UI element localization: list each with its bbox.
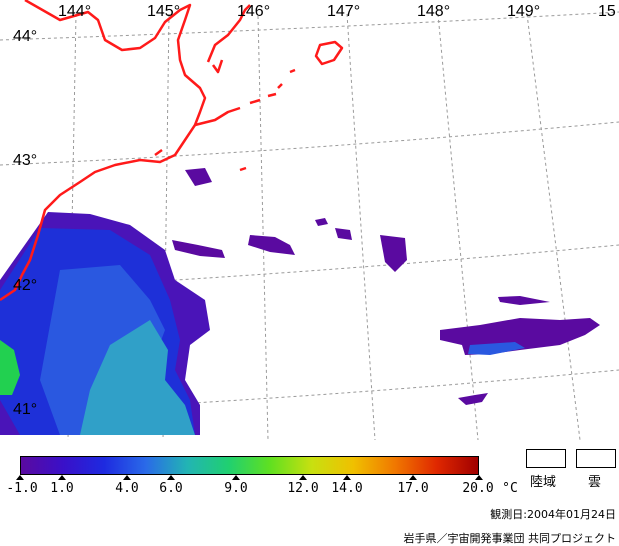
colorbar-tick-label: 20.0	[462, 481, 494, 496]
lon-label-148: 148°	[417, 3, 451, 20]
colorbar-tick-mark	[58, 475, 66, 480]
sst-data	[0, 168, 600, 435]
kunashiri-coast	[206, 4, 251, 74]
colorbar-tick-mark	[167, 475, 175, 480]
lat-label-44: 44°	[13, 28, 38, 45]
lon-label-149: 149°	[507, 3, 541, 20]
sst-patch-n2	[172, 240, 225, 258]
sst-patch-east-small	[498, 296, 550, 305]
colorbar-tick-mark	[475, 475, 483, 480]
colorbar-tick-mark	[299, 475, 307, 480]
sst-patch-n5	[335, 228, 352, 240]
lon-label-146: 146°	[237, 3, 271, 20]
nemuro-coast	[194, 106, 241, 127]
meridian-148	[437, 13, 479, 440]
colorbar-tick-label: 12.0	[287, 481, 319, 496]
colorbar-tick-label: 17.0	[397, 481, 429, 496]
cloud-label: 雲	[588, 475, 602, 490]
cloud-swatch	[576, 449, 616, 468]
colorbar-unit: °C	[502, 481, 518, 496]
parallel-44	[0, 11, 619, 41]
shikotan-coast	[314, 40, 344, 66]
lon-label-147: 147°	[327, 3, 361, 20]
colorbar-tick-label: -1.0	[6, 481, 38, 496]
lon-label-145: 145°	[147, 3, 181, 20]
colorbar-tick-label: 9.0	[224, 481, 248, 496]
colorbar-tick-mark	[343, 475, 351, 480]
colorbar-tick-mark	[16, 475, 24, 480]
sst-patch-n1	[185, 168, 212, 186]
coast-detail	[154, 148, 247, 172]
sst-patch-east	[440, 318, 600, 355]
colorbar-tick-mark	[232, 475, 240, 480]
sea-surface-temperature-map	[0, 0, 619, 440]
meridian-149	[526, 13, 581, 440]
land-swatch	[526, 449, 566, 468]
meridian-147	[346, 13, 376, 440]
sst-patch-n3	[248, 235, 295, 255]
colorbar-tick-mark	[123, 475, 131, 480]
lat-label-41: 41°	[13, 401, 38, 418]
sst-patch-east-blue	[468, 342, 525, 355]
parallel-43	[0, 121, 619, 166]
sst-patch-n4	[315, 218, 328, 226]
lon-label-144: 144°	[58, 3, 92, 20]
sst-patch-n6	[380, 235, 407, 272]
project-credit: 岩手県／宇宙開発事業団 共同プロジェクト	[403, 532, 617, 545]
colorbar-tick-label: 6.0	[159, 481, 183, 496]
observation-date: 観測日:2004年01月24日	[490, 508, 616, 521]
land-label: 陸域	[530, 475, 557, 490]
sst-patch-green	[0, 340, 20, 395]
temperature-colorbar	[20, 456, 479, 475]
lat-label-42: 42°	[13, 277, 38, 294]
sst-patch-cyan	[80, 320, 195, 435]
colorbar-tick-label: 4.0	[115, 481, 139, 496]
colorbar-tick-label: 14.0	[331, 481, 363, 496]
hokkaido-coast	[0, 0, 207, 302]
habomai-islets	[249, 68, 296, 105]
meridian-146	[257, 15, 269, 440]
lat-label-43: 43°	[13, 152, 38, 169]
colorbar-tick-label: 1.0	[50, 481, 74, 496]
sst-patch-se	[458, 393, 488, 405]
lon-label-150: 15	[598, 3, 616, 20]
coastline	[0, 0, 344, 302]
colorbar-tick-mark	[409, 475, 417, 480]
